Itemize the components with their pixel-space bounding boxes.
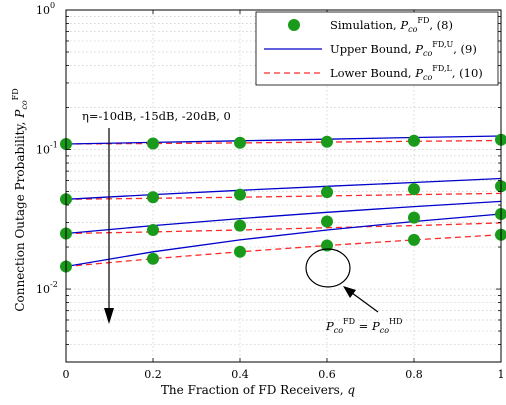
upper-bound-line: [65, 177, 502, 200]
axis-ticks: 0 0.2 0.4 0.6 0.8 1 10-2 10-1 100: [36, 1, 505, 381]
simulation-point: [408, 233, 420, 246]
simulation-point: [234, 136, 246, 149]
lower-bound-line: [65, 192, 502, 200]
plot-frame: [65, 9, 502, 363]
legend-label-simulation: Simulation, PcoFD, (8): [330, 16, 453, 34]
eta-arrow-head: [104, 308, 114, 324]
equality-circle: [305, 248, 351, 288]
simulation-point: [147, 137, 159, 150]
lower-bound-line: [65, 222, 502, 235]
upper-bound-line: [65, 213, 502, 268]
simulation-point: [147, 191, 159, 204]
simulation-point: [147, 224, 159, 236]
legend: Simulation, PcoFD, (8) Upper Bound, PcoF…: [255, 11, 499, 86]
simulation-point: [234, 245, 246, 258]
simulation-point: [408, 183, 420, 196]
legend-label-lower: Lower Bound, PcoFD,L, (10): [330, 64, 483, 82]
x-tick-label: 0.2: [144, 368, 162, 381]
x-axis-label: The Fraction of FD Receivers, q: [161, 383, 355, 397]
equality-arrow-head: [343, 286, 356, 298]
y-axis-label: Connection Outage Probability, PcoFD: [11, 88, 29, 311]
x-tick-label: 0.6: [318, 368, 336, 381]
upper-bound-line: [65, 135, 502, 145]
bound-curves: [65, 135, 502, 268]
simulation-point: [408, 134, 420, 147]
simulation-point: [321, 135, 333, 148]
lower-bound-line: [65, 139, 502, 145]
y-tick-label: 10-1: [36, 141, 58, 157]
legend-marker-simulation: [288, 19, 300, 31]
simulation-point: [147, 252, 159, 265]
x-tick-label: 0.4: [231, 368, 249, 381]
equality-annotation: PcoFD = PcoHD: [325, 317, 402, 335]
simulation-point: [408, 211, 420, 224]
simulation-point: [234, 219, 246, 232]
lower-bound-line: [65, 234, 502, 268]
upper-bound-line: [65, 200, 502, 235]
y-tick-label: 10-2: [36, 280, 58, 296]
y-tick-label: 100: [36, 1, 55, 17]
simulation-point: [234, 188, 246, 201]
eta-annotation: η=-10dB, -15dB, -20dB, 0: [82, 109, 231, 123]
x-tick-label: 0.8: [405, 368, 423, 381]
x-tick-label: 0: [63, 368, 70, 381]
simulation-point: [321, 215, 333, 228]
legend-label-upper: Upper Bound, PcoFD,U, (9): [330, 40, 477, 58]
x-tick-label: 1: [498, 368, 505, 381]
simulation-point: [321, 186, 333, 199]
